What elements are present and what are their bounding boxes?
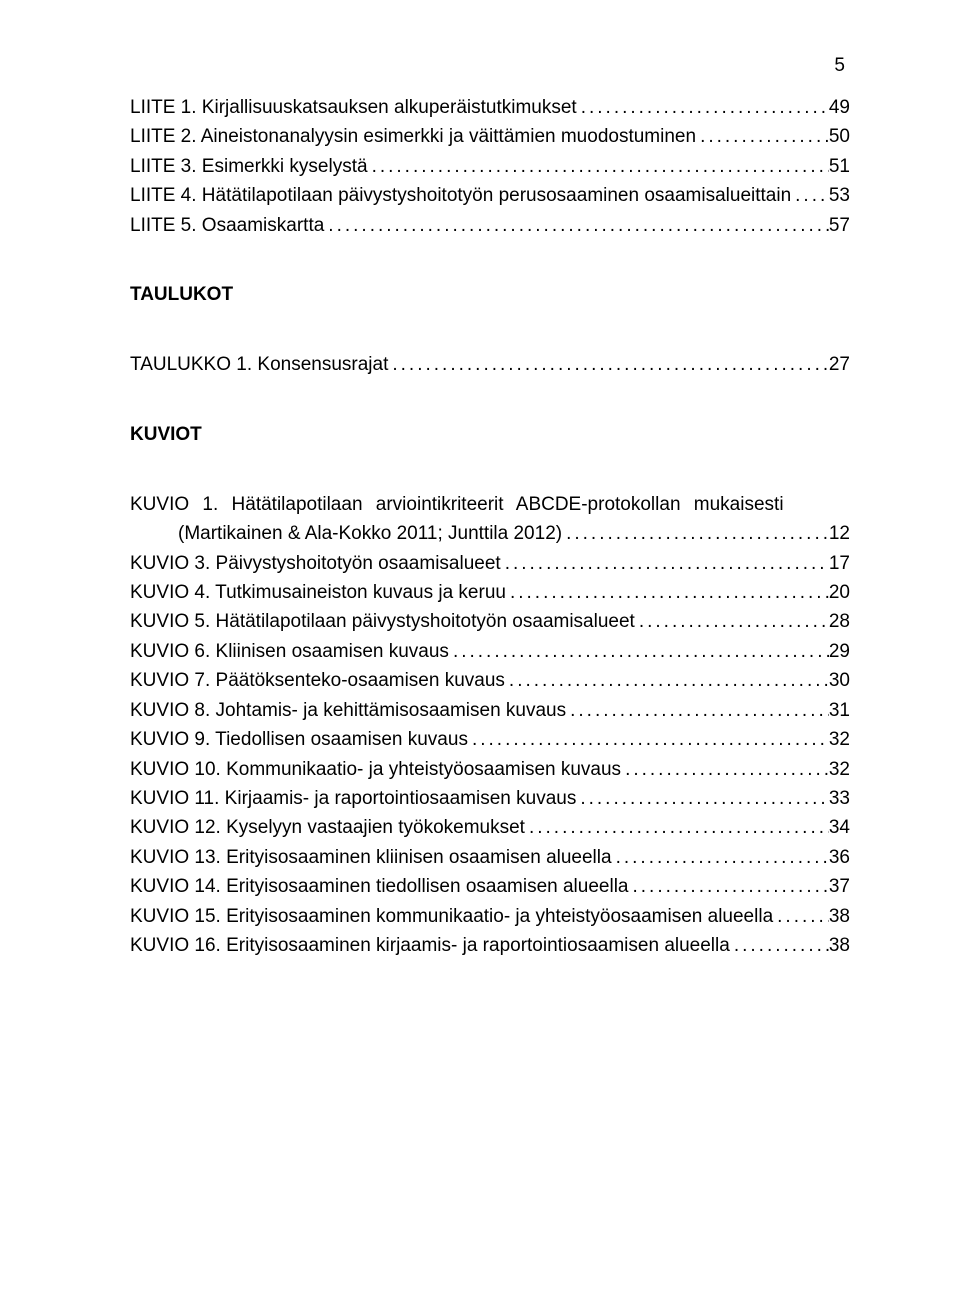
toc-entry: KUVIO 3. Päivystyshoitotyön osaamisaluee…: [130, 549, 850, 578]
toc-dots: [577, 93, 829, 122]
toc-entry: KUVIO 11. Kirjaamis- ja raportointiosaam…: [130, 784, 850, 813]
toc-dots: [449, 637, 829, 666]
toc-page: 12: [829, 519, 850, 548]
toc-page: 53: [829, 181, 850, 210]
toc-dots: [501, 549, 829, 578]
toc-page: 17: [829, 549, 850, 578]
toc-entry: KUVIO 13. Erityisosaaminen kliinisen osa…: [130, 843, 850, 872]
toc-dots: [635, 607, 829, 636]
toc-entry: KUVIO 8. Johtamis- ja kehittämisosaamise…: [130, 696, 850, 725]
toc-page: 34: [829, 813, 850, 842]
toc-label: LIITE 4. Hätätilapotilaan päivystyshoito…: [130, 181, 791, 210]
toc-entry: KUVIO 14. Erityisosaaminen tiedollisen o…: [130, 872, 850, 901]
toc-dots: [730, 931, 829, 960]
toc-dots: [773, 902, 829, 931]
toc-dots: [324, 211, 829, 240]
toc-entry: KUVIO 12. Kyselyyn vastaajien työkokemuk…: [130, 813, 850, 842]
toc-dots: [791, 181, 829, 210]
toc-dots: [525, 813, 829, 842]
toc-dots: [612, 843, 829, 872]
toc-label: KUVIO 14. Erityisosaaminen tiedollisen o…: [130, 872, 628, 901]
toc-entry: KUVIO 7. Päätöksenteko-osaamisen kuvaus …: [130, 666, 850, 695]
toc-page: 57: [829, 211, 850, 240]
toc-label: (Martikainen & Ala-Kokko 2011; Junttila …: [178, 519, 562, 548]
toc-label: KUVIO 11. Kirjaamis- ja raportointiosaam…: [130, 784, 576, 813]
toc-label: LIITE 5. Osaamiskartta: [130, 211, 324, 240]
toc-dots: [562, 519, 829, 548]
toc-label: KUVIO 5. Hätätilapotilaan päivystyshoito…: [130, 607, 635, 636]
toc-entry: TAULUKKO 1. Konsensusrajat 27: [130, 350, 850, 379]
toc-dots: [576, 784, 829, 813]
toc-entry: KUVIO 15. Erityisosaaminen kommunikaatio…: [130, 902, 850, 931]
toc-dots: [628, 872, 828, 901]
toc-label: KUVIO 1. Hätätilapotilaan arviointikrite…: [130, 494, 784, 515]
toc-label: LIITE 3. Esimerkki kyselystä: [130, 152, 368, 181]
toc-page: 36: [829, 843, 850, 872]
toc-page: 31: [829, 696, 850, 725]
page-number: 5: [834, 55, 845, 77]
toc-label: KUVIO 6. Kliinisen osaamisen kuvaus: [130, 637, 449, 666]
toc-page: 32: [829, 725, 850, 754]
toc-dots: [566, 696, 829, 725]
toc-dots: [468, 725, 829, 754]
toc-page: 27: [829, 350, 850, 379]
toc-entry: KUVIO 6. Kliinisen osaamisen kuvaus 29: [130, 637, 850, 666]
toc-label: KUVIO 15. Erityisosaaminen kommunikaatio…: [130, 902, 773, 931]
toc-page: 33: [829, 784, 850, 813]
toc-dots: [388, 350, 828, 379]
toc-label: KUVIO 13. Erityisosaaminen kliinisen osa…: [130, 843, 612, 872]
toc-dots: [621, 755, 829, 784]
toc-label: KUVIO 4. Tutkimusaineiston kuvaus ja ker…: [130, 578, 506, 607]
toc-entry: KUVIO 10. Kommunikaatio- ja yhteistyöosa…: [130, 755, 850, 784]
toc-entry: LIITE 2. Aineistonanalyysin esimerkki ja…: [130, 122, 850, 151]
toc-page: 38: [829, 931, 850, 960]
kuviot-heading: KUVIOT: [130, 424, 850, 446]
toc-page: 32: [829, 755, 850, 784]
toc-page: 37: [829, 872, 850, 901]
toc-label: LIITE 1. Kirjallisuuskatsauksen alkuperä…: [130, 93, 577, 122]
toc-page: 38: [829, 902, 850, 931]
toc-label: KUVIO 9. Tiedollisen osaamisen kuvaus: [130, 725, 468, 754]
toc-entry-wrap-line1: KUVIO 1. Hätätilapotilaan arviointikrite…: [130, 490, 850, 519]
toc-entry: KUVIO 16. Erityisosaaminen kirjaamis- ja…: [130, 931, 850, 960]
toc-page: 30: [829, 666, 850, 695]
taulukot-heading: TAULUKOT: [130, 284, 850, 306]
toc-label: KUVIO 7. Päätöksenteko-osaamisen kuvaus: [130, 666, 505, 695]
toc-label: KUVIO 8. Johtamis- ja kehittämisosaamise…: [130, 696, 566, 725]
toc-entry: KUVIO 5. Hätätilapotilaan päivystyshoito…: [130, 607, 850, 636]
toc-entry: KUVIO 4. Tutkimusaineiston kuvaus ja ker…: [130, 578, 850, 607]
toc-page: 49: [829, 93, 850, 122]
toc-dots: [505, 666, 829, 695]
toc-dots: [696, 122, 829, 151]
toc-entry: LIITE 1. Kirjallisuuskatsauksen alkuperä…: [130, 93, 850, 122]
toc-entry: LIITE 5. Osaamiskartta 57: [130, 211, 850, 240]
toc-entry-wrap-line2: (Martikainen & Ala-Kokko 2011; Junttila …: [130, 519, 850, 548]
toc-label: KUVIO 3. Päivystyshoitotyön osaamisaluee…: [130, 549, 501, 578]
toc-page: 29: [829, 637, 850, 666]
toc-label: KUVIO 16. Erityisosaaminen kirjaamis- ja…: [130, 931, 730, 960]
toc-dots: [368, 152, 829, 181]
toc-label: LIITE 2. Aineistonanalyysin esimerkki ja…: [130, 122, 696, 151]
toc-entry: KUVIO 9. Tiedollisen osaamisen kuvaus 32: [130, 725, 850, 754]
toc-dots: [506, 578, 829, 607]
toc-label: KUVIO 10. Kommunikaatio- ja yhteistyöosa…: [130, 755, 621, 784]
toc-label: KUVIO 12. Kyselyyn vastaajien työkokemuk…: [130, 813, 525, 842]
toc-page: 28: [829, 607, 850, 636]
toc-page: 20: [829, 578, 850, 607]
toc-entry: LIITE 3. Esimerkki kyselystä 51: [130, 152, 850, 181]
toc-entry: LIITE 4. Hätätilapotilaan päivystyshoito…: [130, 181, 850, 210]
toc-page: 50: [829, 122, 850, 151]
toc-label: TAULUKKO 1. Konsensusrajat: [130, 350, 388, 379]
toc-page: 51: [829, 152, 850, 181]
